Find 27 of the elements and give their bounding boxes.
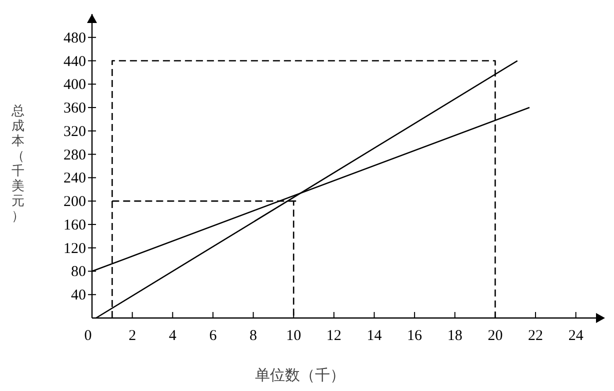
x-tick-label: 12 <box>326 328 342 344</box>
x-tick-label: 16 <box>407 328 423 344</box>
x-tick-label: 22 <box>528 328 544 344</box>
y-tick-label: 80 <box>71 264 86 280</box>
y-axis-title: 总成本（千美元） <box>10 104 24 224</box>
y-tick-label: 160 <box>64 217 86 234</box>
x-tick-label: 0 <box>84 328 92 344</box>
y-tick-label: 240 <box>64 170 86 187</box>
y-tick-label: 200 <box>64 194 86 210</box>
x-tick-label: 8 <box>250 328 258 344</box>
y-tick-label: 480 <box>64 30 86 46</box>
x-tick-label: 2 <box>128 328 136 344</box>
y-tick-label: 320 <box>64 124 86 140</box>
x-tick-label: 6 <box>209 328 218 344</box>
x-tick-label: 4 <box>168 328 177 344</box>
x-tick-label: 18 <box>447 328 462 344</box>
y-tick-label: 280 <box>64 147 86 164</box>
x-tick-label: 24 <box>568 328 584 344</box>
y-tick-label: 120 <box>64 240 86 257</box>
x-tick-label: 14 <box>366 328 382 344</box>
y-tick-label: 440 <box>64 54 86 70</box>
x-axis-title: 单位数（千） <box>255 366 345 384</box>
y-tick-label: 40 <box>71 288 86 304</box>
x-tick-label: 10 <box>286 328 302 344</box>
y-tick-label: 400 <box>64 77 86 94</box>
y-tick-label: 360 <box>64 100 86 117</box>
x-tick-label: 20 <box>488 328 503 344</box>
